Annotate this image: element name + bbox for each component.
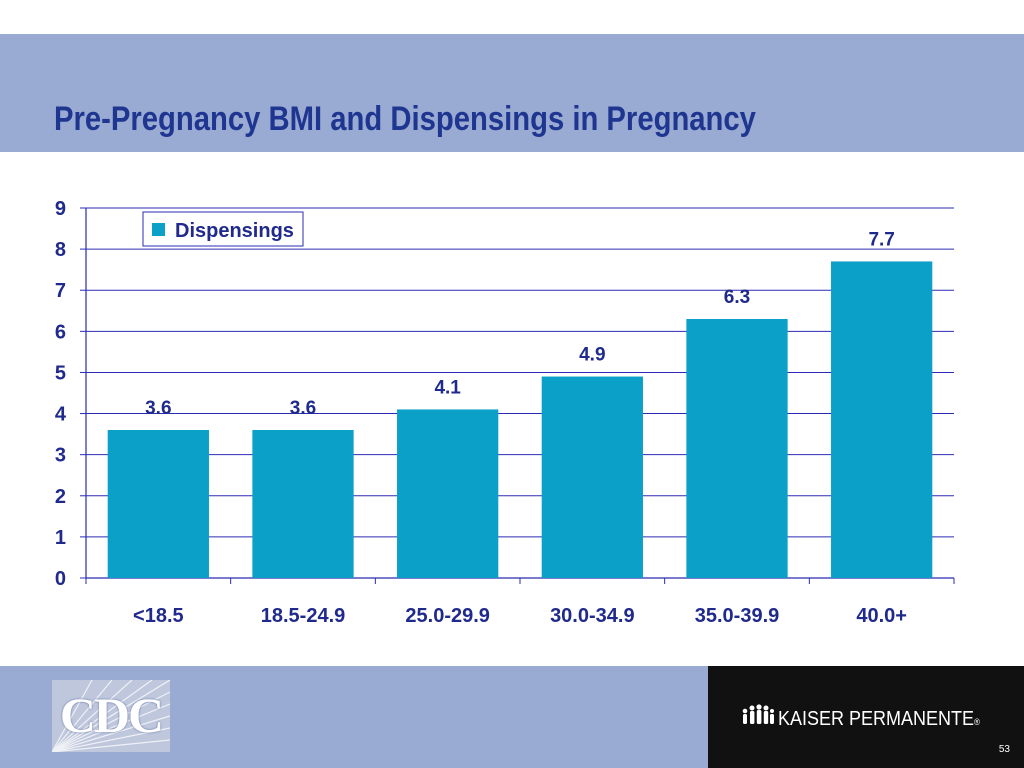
y-tick-label: 7 <box>55 280 66 302</box>
x-tick-label: 30.0-34.9 <box>550 605 635 627</box>
y-tick-label: 0 <box>55 568 66 590</box>
bar <box>541 376 643 578</box>
bar-value-label: 6.3 <box>724 287 750 308</box>
y-tick-label: 4 <box>55 404 67 426</box>
chart-canvas: 0 1 2 3 4 5 6 7 8 9 3.6 <18.5 3.6 18.5-24.9 4.1 25.0-29… <box>55 198 955 627</box>
page-number: 53 <box>998 744 1010 755</box>
legend-swatch <box>152 223 165 236</box>
bar <box>686 319 788 578</box>
legend-box <box>142 211 304 247</box>
bar <box>831 261 933 578</box>
bar-value-label: 4.1 <box>434 377 461 398</box>
y-tick-label: 5 <box>55 362 66 384</box>
x-tick-label: 25.0-29.9 <box>405 605 490 627</box>
y-tick-label: 3 <box>55 445 66 467</box>
y-tick-label: 2 <box>55 486 66 508</box>
bar-value-label: 7.7 <box>868 229 894 250</box>
kaiser-permanente-figures-icon <box>742 704 774 724</box>
slide-title: Pre-Pregnancy BMI and Dispensings in Pre… <box>54 100 756 138</box>
registered-mark: ® <box>974 717 981 727</box>
x-tick-label: 18.5-24.9 <box>261 605 346 627</box>
bar <box>252 430 354 578</box>
cdc-logo-text: CDC <box>59 687 164 743</box>
kaiser-permanente-logo: KAISER PERMANENTE® <box>778 708 980 731</box>
cdc-logo: CDC <box>52 680 170 752</box>
bar-value-label: 3.6 <box>290 398 316 419</box>
bar <box>397 409 499 578</box>
bar-chart: 0 1 2 3 4 5 6 7 8 9 3.6 <18.5 3.6 18.5-24.9 4.1 25.0-29… <box>0 190 1024 650</box>
header-band <box>0 34 1024 152</box>
y-tick-label: 9 <box>55 198 66 220</box>
bar-value-label: 3.6 <box>145 398 171 419</box>
y-tick-label: 1 <box>55 527 66 549</box>
x-tick-label: 35.0-39.9 <box>695 605 780 627</box>
x-tick-label: <18.5 <box>133 605 184 627</box>
y-tick-label: 6 <box>55 321 66 343</box>
cdc-logo-rays-icon <box>52 680 170 752</box>
x-tick-label: 40.0+ <box>856 605 907 627</box>
kaiser-permanente-name: KAISER PERMANENTE <box>778 708 975 730</box>
legend-label: Dispensings <box>175 220 294 242</box>
y-tick-label: 8 <box>55 239 66 261</box>
bar <box>107 430 209 578</box>
bar-value-label: 4.9 <box>579 345 605 366</box>
